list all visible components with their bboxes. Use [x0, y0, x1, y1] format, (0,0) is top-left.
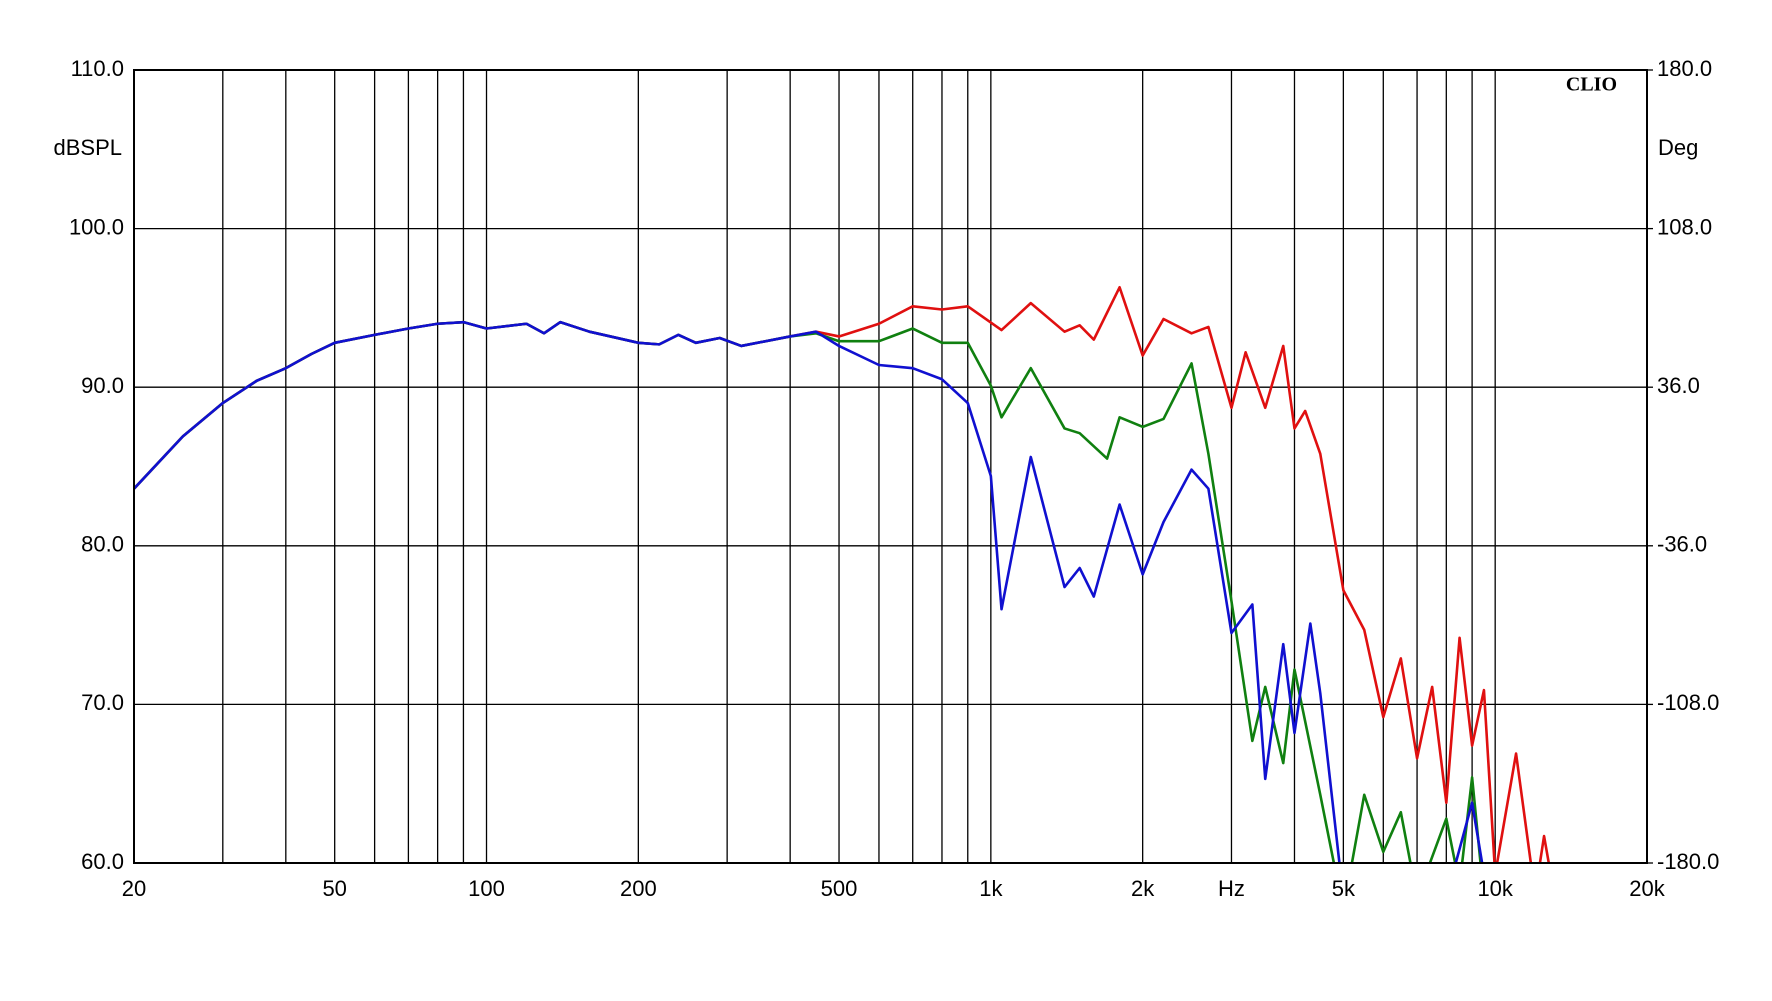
plot-frame	[133, 69, 1648, 864]
y2-tick-label: -36.0	[1657, 532, 1707, 557]
y-tick-label: 110.0	[71, 56, 124, 81]
y-tick-label: 60.0	[81, 849, 124, 874]
y-tick-label: 80.0	[81, 532, 124, 557]
y-tick-label: 70.0	[81, 690, 124, 715]
labels: 20 50 100 200 500 1k 2k Hz 5k 10k 20k 60.0 70.0 80.0 9…	[69, 56, 1719, 901]
x-tick-label: 500	[821, 876, 858, 901]
curves	[134, 285, 1551, 863]
y-axis-label: dBSPL	[54, 135, 123, 160]
response-curve	[134, 320, 1484, 863]
y2-tick-label: 108.0	[1657, 214, 1712, 239]
y2-tick-label: -180.0	[1657, 849, 1719, 874]
annotation: CLIO	[1566, 74, 1617, 96]
y2-tick-label: -108.0	[1657, 690, 1719, 715]
y-tick-label: 90.0	[81, 373, 124, 398]
x-tick-label: 2k	[1131, 876, 1155, 901]
y2-tick-label: 180.0	[1657, 56, 1712, 81]
y-tick-label: 100.0	[69, 214, 124, 239]
x-tick-label: 10k	[1477, 876, 1513, 901]
x-tick-label: 5k	[1332, 876, 1356, 901]
x-tick-label: 20k	[1629, 876, 1665, 901]
x-tick-label: 20	[122, 876, 146, 901]
x-tick-label: 50	[322, 876, 346, 901]
x-tick-label: 200	[620, 876, 657, 901]
y2-tick-label: 36.0	[1657, 373, 1700, 398]
x-tick-label: 100	[468, 876, 505, 901]
y2-axis-label: Deg	[1658, 135, 1698, 160]
x-tick-label: 1k	[979, 876, 1003, 901]
x-tick-label: Hz	[1218, 876, 1245, 901]
